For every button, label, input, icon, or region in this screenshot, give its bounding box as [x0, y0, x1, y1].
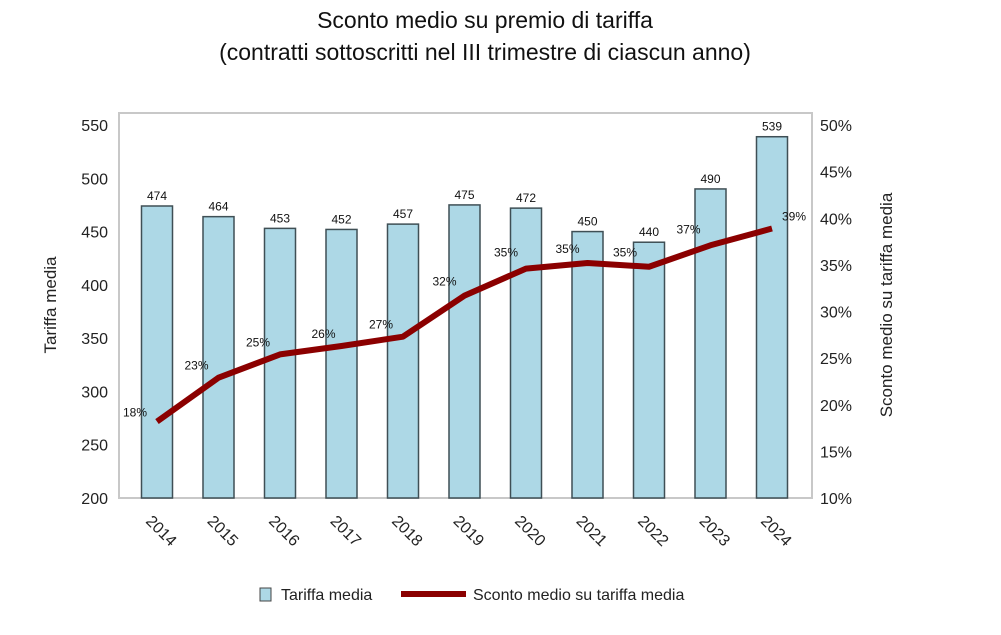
- legend-label-line: Sconto medio su tariffa media: [473, 587, 684, 604]
- bar-2015: [202, 215, 235, 499]
- y-tick-left-250: 250: [81, 438, 108, 455]
- x-tick-2014: 2014: [142, 513, 179, 550]
- x-tick-2018: 2018: [388, 513, 425, 550]
- chart-title: Sconto medio su premio di tariffa: [317, 7, 653, 33]
- y-tick-left-300: 300: [81, 384, 108, 401]
- bar-label-2024: 539: [762, 120, 782, 134]
- y-tick-left-350: 350: [81, 331, 108, 348]
- y-tick-right-15%: 15%: [820, 444, 852, 461]
- y-tick-right-30%: 30%: [820, 305, 852, 322]
- bar-2022: [632, 241, 666, 499]
- bar-label-2023: 490: [700, 172, 720, 186]
- line-label-2018: 27%: [369, 318, 393, 332]
- bar-2016: [263, 227, 297, 499]
- bar-2014: [140, 205, 174, 499]
- bar-2021: [571, 230, 604, 499]
- y-tick-left-200: 200: [81, 491, 108, 508]
- y-tick-right-35%: 35%: [820, 258, 852, 275]
- bar-label-2014: 474: [147, 189, 167, 203]
- bar-2018: [386, 223, 420, 499]
- bar-label-2015: 464: [208, 200, 228, 214]
- line-label-2022: 35%: [613, 246, 637, 260]
- x-tick-2017: 2017: [327, 513, 364, 550]
- bar-2020: [509, 207, 543, 499]
- bar-label-2020: 472: [516, 191, 536, 205]
- chart-subtitle: (contratti sottoscritti nel III trimestr…: [219, 39, 751, 65]
- y-tick-right-25%: 25%: [820, 351, 852, 368]
- line-label-2020: 35%: [494, 246, 518, 260]
- legend-swatch-bar: [259, 587, 272, 602]
- y-tick-right-40%: 40%: [820, 211, 852, 228]
- line-sconto: [155, 225, 773, 424]
- y-axis-label-right: Sconto medio su tariffa media: [877, 192, 896, 417]
- line-label-2015: 23%: [184, 359, 208, 373]
- y-axis-label-left: Tariffa media: [41, 256, 60, 354]
- x-tick-2019: 2019: [450, 513, 487, 550]
- x-tick-2024: 2024: [757, 513, 794, 550]
- bar-2024: [755, 135, 789, 499]
- line-label-2017: 26%: [311, 327, 335, 341]
- bar-label-2018: 457: [393, 207, 413, 221]
- x-tick-2021: 2021: [573, 513, 610, 550]
- legend: Tariffa media Sconto medio su tariffa me…: [259, 587, 684, 604]
- line-label-2023: 37%: [676, 222, 700, 236]
- y-tick-left-400: 400: [81, 278, 108, 295]
- x-tick-2015: 2015: [204, 513, 241, 550]
- legend-label-bar: Tariffa media: [281, 587, 372, 604]
- line-label-2024: 39%: [782, 210, 806, 224]
- y-tick-left-500: 500: [81, 171, 108, 188]
- x-tick-2022: 2022: [634, 513, 671, 550]
- bar-label-2022: 440: [639, 225, 659, 239]
- x-tick-2020: 2020: [511, 513, 548, 550]
- x-tick-2016: 2016: [265, 513, 302, 550]
- line-label-2019: 32%: [432, 275, 456, 289]
- y-tick-right-10%: 10%: [820, 491, 852, 508]
- line-label-2021: 35%: [555, 242, 579, 256]
- y-tick-right-20%: 20%: [820, 398, 852, 415]
- bar-label-2021: 450: [577, 215, 597, 229]
- bar-label-2019: 475: [454, 188, 474, 202]
- bar-label-2017: 452: [331, 212, 351, 226]
- legend-swatch-line: [401, 591, 466, 597]
- bar-label-2016: 453: [270, 211, 290, 225]
- bar-2017: [325, 228, 358, 499]
- line-label-2014: 18%: [123, 406, 147, 420]
- y-tick-right-45%: 45%: [820, 165, 852, 182]
- x-tick-2023: 2023: [696, 513, 733, 550]
- line-label-2016: 25%: [246, 335, 270, 349]
- y-tick-right-50%: 50%: [820, 118, 852, 135]
- y-tick-left-450: 450: [81, 225, 108, 242]
- y-tick-left-550: 550: [81, 118, 108, 135]
- bar-2019: [448, 204, 481, 499]
